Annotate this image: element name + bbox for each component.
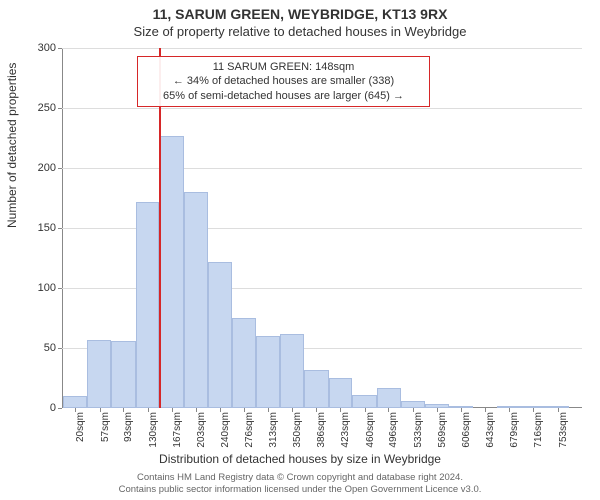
ytick-label: 100 (38, 282, 56, 294)
ytick-label: 250 (38, 102, 56, 114)
y-axis-title: Number of detached properties (5, 63, 19, 228)
chart-title-line2: Size of property relative to detached ho… (0, 24, 600, 39)
annotation-box: 11 SARUM GREEN: 148sqm← 34% of detached … (137, 56, 430, 107)
plot-area: 05010015020025030020sqm57sqm93sqm130sqm1… (62, 48, 582, 408)
plot-inner: 05010015020025030020sqm57sqm93sqm130sqm1… (62, 48, 582, 408)
histogram-bar (136, 202, 160, 408)
ytick-label: 0 (50, 402, 56, 414)
xtick-label: 350sqm (292, 412, 303, 448)
xtick-label: 386sqm (316, 412, 327, 448)
histogram-bar (352, 395, 376, 408)
annotation-line1: 11 SARUM GREEN: 148sqm (144, 60, 423, 74)
xtick-label: 57sqm (100, 412, 111, 442)
ytick-label: 300 (38, 42, 56, 54)
ytick-label: 50 (44, 342, 56, 354)
xtick-label: 533sqm (413, 412, 424, 448)
x-axis-title: Distribution of detached houses by size … (0, 452, 600, 466)
histogram-bar (304, 370, 328, 408)
histogram-bar (329, 378, 353, 408)
ytick-mark (58, 48, 62, 49)
xtick-label: 276sqm (244, 412, 255, 448)
xtick-label: 716sqm (533, 412, 544, 448)
xtick-label: 460sqm (365, 412, 376, 448)
chart-footer: Contains HM Land Registry data © Crown c… (0, 472, 600, 496)
xtick-label: 93sqm (123, 412, 134, 442)
histogram-bar (232, 318, 256, 408)
ytick-mark (58, 408, 62, 409)
gridline (62, 48, 582, 49)
histogram-bar (111, 341, 135, 408)
histogram-bar (87, 340, 111, 408)
xtick-label: 167sqm (172, 412, 183, 448)
xtick-label: 569sqm (437, 412, 448, 448)
xtick-label: 606sqm (461, 412, 472, 448)
gridline (62, 168, 582, 169)
chart-container: 11, SARUM GREEN, WEYBRIDGE, KT13 9RX Siz… (0, 0, 600, 500)
footer-line2: Contains public sector information licen… (119, 484, 482, 495)
xtick-label: 20sqm (75, 412, 86, 442)
histogram-bar (63, 396, 87, 408)
xtick-label: 423sqm (340, 412, 351, 448)
xtick-label: 496sqm (388, 412, 399, 448)
chart-title-line1: 11, SARUM GREEN, WEYBRIDGE, KT13 9RX (0, 6, 600, 22)
xtick-label: 753sqm (558, 412, 569, 448)
ytick-mark (58, 108, 62, 109)
histogram-bar (377, 388, 401, 408)
xtick-label: 240sqm (220, 412, 231, 448)
xtick-label: 643sqm (485, 412, 496, 448)
annotation-line2: ← 34% of detached houses are smaller (33… (144, 74, 423, 88)
ytick-mark (58, 168, 62, 169)
xtick-label: 130sqm (148, 412, 159, 448)
histogram-bar (280, 334, 304, 408)
ytick-mark (58, 288, 62, 289)
histogram-bar (159, 136, 183, 408)
ytick-mark (58, 348, 62, 349)
ytick-mark (58, 228, 62, 229)
xtick-label: 313sqm (268, 412, 279, 448)
gridline (62, 108, 582, 109)
histogram-bar (401, 401, 425, 408)
histogram-bar (208, 262, 232, 408)
annotation-line3: 65% of semi-detached houses are larger (… (144, 89, 423, 103)
ytick-label: 200 (38, 162, 56, 174)
xtick-label: 203sqm (196, 412, 207, 448)
histogram-bar (184, 192, 208, 408)
ytick-label: 150 (38, 222, 56, 234)
xtick-label: 679sqm (509, 412, 520, 448)
histogram-bar (256, 336, 280, 408)
footer-line1: Contains HM Land Registry data © Crown c… (137, 472, 463, 483)
